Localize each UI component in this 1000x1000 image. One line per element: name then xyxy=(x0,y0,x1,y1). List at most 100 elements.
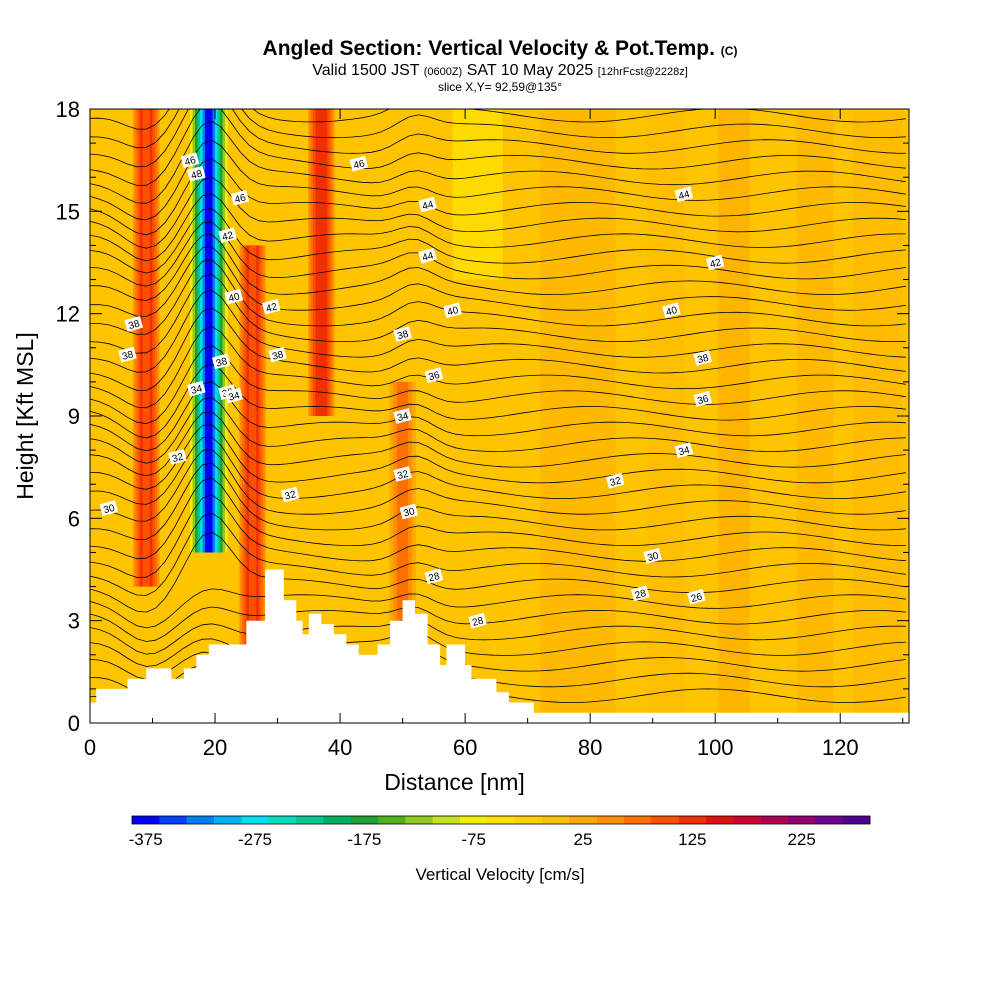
contour-label: 44 xyxy=(421,199,435,213)
contour-label: 38 xyxy=(121,349,135,363)
contour-label: 34 xyxy=(677,445,691,459)
contour-label: 34 xyxy=(396,411,410,425)
theta-contour xyxy=(90,363,906,439)
contour-label: 28 xyxy=(634,588,648,602)
contour-label: 38 xyxy=(396,329,410,343)
y-axis-title: Height [Kft MSL] xyxy=(12,332,38,499)
contour-label: 32 xyxy=(284,489,298,503)
contour-label-box xyxy=(393,466,412,482)
contour-label: 40 xyxy=(446,305,460,319)
contour-label-box xyxy=(268,346,287,363)
theta-contour xyxy=(90,631,906,667)
colorbar-tick-label: 25 xyxy=(574,830,593,849)
title-main: Angled Section: Vertical Velocity & Pot.… xyxy=(262,37,715,60)
contour-label: 30 xyxy=(646,550,660,564)
theta-contour xyxy=(90,109,906,168)
contour-label: 44 xyxy=(421,250,435,264)
colorbar-frame xyxy=(131,815,871,825)
theta-contour xyxy=(90,176,906,249)
contour-label-box xyxy=(468,612,487,629)
theta-contour xyxy=(90,109,906,149)
contour-label: 34 xyxy=(190,383,204,397)
contour-label: 44 xyxy=(677,189,691,203)
contour-label-group: 26 xyxy=(687,588,706,605)
contour-label-group: 30 xyxy=(643,548,662,564)
theta-contour xyxy=(90,531,906,613)
contour-label-group: 32 xyxy=(393,466,412,482)
x-tick-label: 40 xyxy=(328,735,352,760)
contour-label-box xyxy=(180,152,200,169)
colorbar-swatch xyxy=(569,816,597,824)
velocity-plume xyxy=(317,109,325,416)
contour-label-box xyxy=(262,298,281,315)
velocity-plume xyxy=(142,109,150,587)
contour-label-box xyxy=(187,165,206,182)
contour-label-box xyxy=(443,302,462,319)
contour-label-box xyxy=(224,387,244,404)
colorbar-swatch xyxy=(159,816,187,824)
contour-label: 42 xyxy=(221,230,235,244)
contour-label-group: 36 xyxy=(693,391,712,407)
contour-label-box xyxy=(399,503,419,520)
colorbar-swatch xyxy=(296,816,324,824)
slice-line: slice X,Y= 92,59@135° xyxy=(437,80,563,94)
contour-label-box xyxy=(630,585,650,602)
colorbar-tick-label: -275 xyxy=(238,830,272,849)
colorbar-swatch xyxy=(815,816,843,824)
valid-prefix: Valid 1500 JST xyxy=(312,62,420,79)
velocity-plume xyxy=(248,245,257,655)
contour-label-group: 28 xyxy=(468,612,487,629)
y-tick-label: 12 xyxy=(56,302,80,327)
colorbar-swatch xyxy=(706,816,734,824)
contour-label-group: 42 xyxy=(705,254,725,271)
colorbar-swatch xyxy=(268,816,297,824)
theta-contour xyxy=(90,462,906,541)
velocity-band xyxy=(796,109,834,723)
colorbar-swatch xyxy=(788,816,816,824)
theta-contour xyxy=(90,289,906,373)
contour-label-box xyxy=(693,350,712,366)
x-axis-title: Distance [nm] xyxy=(384,769,525,795)
colorbar-swatch xyxy=(323,816,351,824)
contour-label-group: 30 xyxy=(99,500,119,517)
theta-contour xyxy=(90,588,906,629)
colorbar-swatch xyxy=(350,816,379,824)
x-tick-label: 0 xyxy=(84,735,96,760)
contour-label: 40 xyxy=(665,305,679,319)
contour-label: 42 xyxy=(265,301,279,315)
contour-label-box xyxy=(418,196,437,213)
theta-contour xyxy=(90,477,906,560)
colorbar-title: Vertical Velocity [cm/s] xyxy=(415,865,584,884)
contour-label: 30 xyxy=(402,506,416,520)
chart-title-block: Angled Section: Vertical Velocity & Pot.… xyxy=(0,38,1000,94)
contour-label-group: 32 xyxy=(605,472,625,489)
contour-label-box xyxy=(349,155,369,172)
contour-label-group: 40 xyxy=(662,302,681,319)
theta-contour xyxy=(90,273,906,354)
theta-contour xyxy=(90,120,906,204)
x-tick-label: 80 xyxy=(578,735,602,760)
theta-contour xyxy=(90,449,906,522)
theta-contour xyxy=(90,424,906,490)
contour-label-group: 44 xyxy=(418,247,437,264)
velocity-band xyxy=(718,109,750,723)
y-tick-label: 0 xyxy=(68,711,80,736)
colorbar-swatch xyxy=(186,816,215,824)
contour-label: 30 xyxy=(102,503,116,517)
contour-label-group: 34 xyxy=(393,408,412,425)
contour-label-box xyxy=(187,380,206,397)
contour-label-group: 28 xyxy=(630,585,650,602)
terrain xyxy=(90,569,909,723)
contour-label-group: 30 xyxy=(399,503,419,520)
contour-label-box xyxy=(643,548,662,564)
theta-contour xyxy=(90,109,906,130)
colorbar-swatch xyxy=(487,816,515,824)
contour-label: 38 xyxy=(696,353,710,367)
x-tick-label: 120 xyxy=(822,735,859,760)
theta-contour xyxy=(90,512,906,596)
contour-label-box xyxy=(693,391,712,407)
contour-label: 38 xyxy=(215,356,229,370)
contour-label-group: 38 xyxy=(693,350,712,367)
contour-label-box xyxy=(705,254,725,271)
contour-label: 40 xyxy=(227,291,241,305)
